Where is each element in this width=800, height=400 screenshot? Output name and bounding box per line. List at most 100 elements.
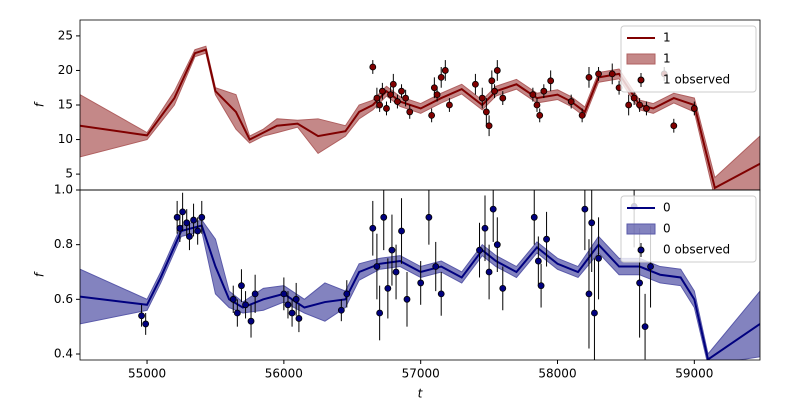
observed-point (641, 323, 649, 331)
observed-point (482, 108, 490, 116)
observed-point (186, 233, 193, 240)
observed-point (387, 91, 394, 99)
observed-point (588, 219, 596, 227)
observed-point (485, 268, 493, 276)
observed-point (499, 284, 507, 292)
observed-point (636, 101, 643, 109)
observed-point (398, 227, 405, 235)
y-tick-label: 15 (58, 98, 73, 112)
observed-point (437, 290, 445, 298)
observed-point (247, 317, 255, 325)
observed-point (537, 282, 545, 290)
legend-box (620, 25, 757, 93)
observed-point (670, 122, 678, 130)
observed-point (643, 105, 650, 112)
observed-point (488, 77, 496, 85)
y-tick-label: 0.6 (54, 292, 73, 306)
axes-frame (79, 189, 761, 361)
observed-point (472, 80, 479, 88)
observed-point (485, 122, 493, 130)
y-axis-label: f (33, 271, 47, 277)
observed-point (425, 213, 433, 221)
observed-point (417, 279, 425, 287)
observed-point (478, 94, 486, 102)
observed-point (534, 257, 542, 265)
observed-point (432, 263, 440, 270)
observed-point (493, 241, 501, 249)
observed-point (376, 309, 384, 317)
observed-point (389, 80, 397, 88)
observed-point (233, 309, 241, 317)
observed-point (373, 94, 381, 102)
observed-point (591, 309, 598, 317)
observed-point (406, 108, 414, 116)
observed-point (536, 111, 544, 119)
observed-point (194, 227, 202, 235)
observed-point (625, 101, 633, 109)
x-tick-label: 58000 (538, 367, 576, 381)
y-tick-label: 1.0 (54, 183, 73, 197)
observed-point (378, 87, 386, 95)
observed-point (284, 301, 292, 309)
observed-point (295, 315, 303, 322)
legend-patch (626, 223, 656, 235)
observed-point (398, 87, 405, 95)
observed-point (369, 224, 377, 232)
observed-point (280, 290, 288, 298)
observed-point (433, 91, 441, 99)
observed-point (530, 213, 538, 221)
legend-marker (637, 76, 645, 84)
observed-point (138, 312, 145, 320)
y-tick-label: 20 (58, 63, 73, 77)
observed-point (288, 309, 296, 317)
observed-point (595, 254, 602, 262)
observed-point (402, 94, 410, 102)
x-tick-label: 55000 (128, 367, 166, 381)
legend-box (620, 195, 757, 263)
observed-point (567, 98, 575, 105)
observed-point (581, 205, 589, 213)
observed-point (529, 91, 537, 99)
observed-point (242, 301, 249, 309)
observed-point (481, 224, 489, 232)
y-tick-label: 5 (65, 167, 73, 181)
x-tick-label: 56000 (265, 367, 303, 381)
observed-point (636, 279, 643, 287)
observed-point (179, 208, 187, 216)
legend-label: 1 observed (663, 73, 730, 87)
observed-point (430, 84, 438, 92)
legend-label: 0 observed (663, 243, 730, 257)
y-tick-label: 25 (58, 28, 73, 42)
observed-point (376, 101, 384, 109)
observed-point (176, 224, 184, 232)
observed-point (337, 306, 345, 314)
observed-point (585, 290, 593, 298)
observed-point (343, 290, 351, 298)
observed-point (446, 101, 453, 109)
observed-point (173, 213, 181, 221)
observed-point (403, 295, 411, 303)
observed-point (547, 77, 555, 85)
observed-point (630, 94, 638, 102)
observed-point (491, 87, 498, 95)
y-tick-label: 10 (58, 132, 73, 146)
observed-point (229, 295, 237, 303)
observed-point (489, 205, 497, 213)
observed-point (251, 290, 259, 298)
observed-point (578, 111, 586, 119)
y-axis-label: f (33, 101, 47, 107)
observed-point (543, 235, 550, 243)
observed-point (384, 284, 392, 292)
observed-point (647, 263, 654, 270)
x-tick-label: 57000 (402, 367, 440, 381)
observed-point (388, 246, 396, 254)
observed-point (441, 67, 449, 74)
legend-label: 1 (663, 31, 671, 45)
x-tick-label: 59000 (675, 367, 713, 381)
observed-point (238, 282, 245, 290)
confidence-band (80, 45, 760, 190)
observed-point (198, 213, 206, 221)
observed-point (190, 216, 197, 224)
observed-point (394, 98, 401, 105)
